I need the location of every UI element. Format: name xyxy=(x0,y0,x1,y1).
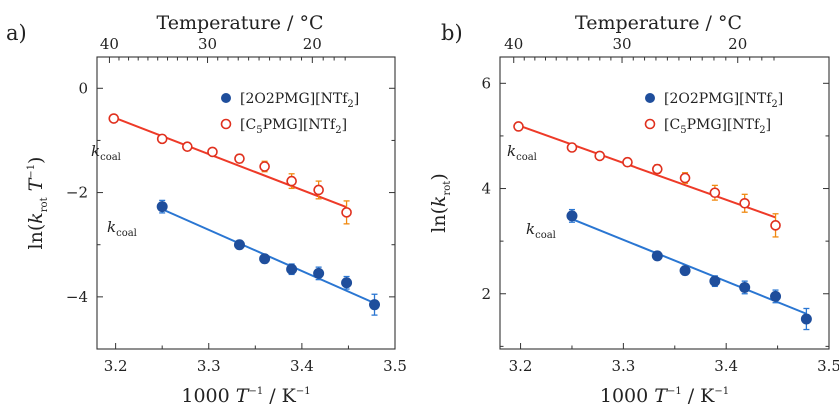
x-tick-label: 3.4 xyxy=(290,357,314,375)
x-tick-label: 3.5 xyxy=(817,357,839,375)
series-2o2pmg: kcoal xyxy=(107,199,381,316)
y-axis: −4 −2 0 xyxy=(66,79,395,350)
top-axis-title: Temperature / °C xyxy=(575,12,742,34)
data-point xyxy=(313,267,325,279)
data-point xyxy=(566,142,578,153)
panel-label: a) xyxy=(6,21,27,45)
fit-line xyxy=(113,116,347,209)
x-tick-label: 3.5 xyxy=(383,357,407,375)
y-axis-title: ln(krot) xyxy=(428,173,453,233)
series-2o2pmg: kcoal xyxy=(526,208,812,331)
data-point xyxy=(259,253,271,265)
x-axis-title: 1000 T−1 / K−1 xyxy=(600,385,729,407)
legend-entry: [C5PMG][NTf2] xyxy=(644,117,771,136)
data-point xyxy=(739,197,750,209)
data-point xyxy=(156,201,168,213)
data-point xyxy=(341,277,353,289)
legend-marker xyxy=(220,118,232,130)
data-point xyxy=(341,207,352,218)
legend-marker xyxy=(221,93,231,103)
legend-label: [C5PMG][NTf2] xyxy=(664,117,771,136)
fit-line xyxy=(518,124,776,219)
plot-frame xyxy=(499,56,830,350)
data-point xyxy=(679,172,691,184)
series-c5pmg: kcoal xyxy=(91,113,352,225)
y-tick-label: 2 xyxy=(481,285,491,303)
data-point xyxy=(594,150,606,162)
panel-label: b) xyxy=(441,21,463,45)
data-point xyxy=(156,133,168,145)
plot-frame xyxy=(96,56,396,350)
x-tick-label: 3.3 xyxy=(197,357,221,375)
data-point xyxy=(739,281,751,293)
top-tick-label: 30 xyxy=(612,35,631,53)
legend-entry: [2O2PMG][NTf2] xyxy=(645,91,783,110)
data-point xyxy=(234,153,245,164)
y-tick-label: 4 xyxy=(481,180,491,198)
annotation-kcoal: kcoal xyxy=(507,142,537,163)
legend-marker xyxy=(644,118,656,130)
top-tick-label: 40 xyxy=(504,35,523,53)
data-point xyxy=(800,313,812,325)
data-point xyxy=(286,175,297,187)
top-tick-label: 20 xyxy=(728,35,747,53)
data-point xyxy=(651,250,663,262)
data-point xyxy=(259,161,270,172)
y-tick-label: −4 xyxy=(66,288,88,306)
data-point xyxy=(313,184,324,196)
data-point xyxy=(182,141,193,152)
legend-marker xyxy=(645,93,655,103)
x-tick-label: 3.3 xyxy=(611,357,635,375)
legend-entry: [C5PMG][NTf2] xyxy=(220,117,347,136)
data-point xyxy=(709,187,721,199)
data-point xyxy=(207,146,218,158)
data-point xyxy=(566,210,578,222)
annotation-kcoal: kcoal xyxy=(107,218,137,239)
x-tick-label: 3.4 xyxy=(714,357,738,375)
top-tick-label: 30 xyxy=(198,35,217,53)
top-tick-label: 20 xyxy=(303,35,322,53)
annotation-kcoal: kcoal xyxy=(526,220,556,241)
x-axis: 3.2 3.3 3.4 3.5 xyxy=(509,343,839,375)
annotation-kcoal: kcoal xyxy=(91,142,121,163)
data-point xyxy=(709,275,721,287)
data-point xyxy=(286,263,298,275)
y-axis: 2 4 6 xyxy=(481,74,829,347)
data-point xyxy=(233,239,245,251)
data-point xyxy=(622,156,633,168)
y-tick-label: 0 xyxy=(78,79,88,97)
legend-label: [2O2PMG][NTf2] xyxy=(240,91,359,110)
data-point xyxy=(108,113,120,124)
series-c5pmg: kcoal xyxy=(507,121,781,238)
data-point xyxy=(652,163,663,175)
legend-label: [2O2PMG][NTf2] xyxy=(664,91,783,110)
legend-label: [C5PMG][NTf2] xyxy=(240,117,347,136)
data-point xyxy=(369,299,381,311)
x-axis: 3.2 3.3 3.4 3.5 xyxy=(104,343,407,375)
y-tick-label: 6 xyxy=(481,74,491,92)
fit-line xyxy=(571,218,807,315)
top-axis-title: Temperature / °C xyxy=(157,12,324,34)
data-point xyxy=(770,220,781,231)
x-tick-label: 3.2 xyxy=(104,357,128,375)
y-tick-label: −2 xyxy=(66,184,88,202)
y-axis-title: ln(krot T−1) xyxy=(25,157,50,250)
x-axis-title: 1000 T−1 / K−1 xyxy=(181,385,310,407)
data-point xyxy=(513,121,524,132)
legend-entry: [2O2PMG][NTf2] xyxy=(221,91,359,110)
data-point xyxy=(770,290,782,302)
data-point xyxy=(679,265,691,277)
x-tick-label: 3.2 xyxy=(509,357,533,375)
top-tick-label: 40 xyxy=(100,35,119,53)
